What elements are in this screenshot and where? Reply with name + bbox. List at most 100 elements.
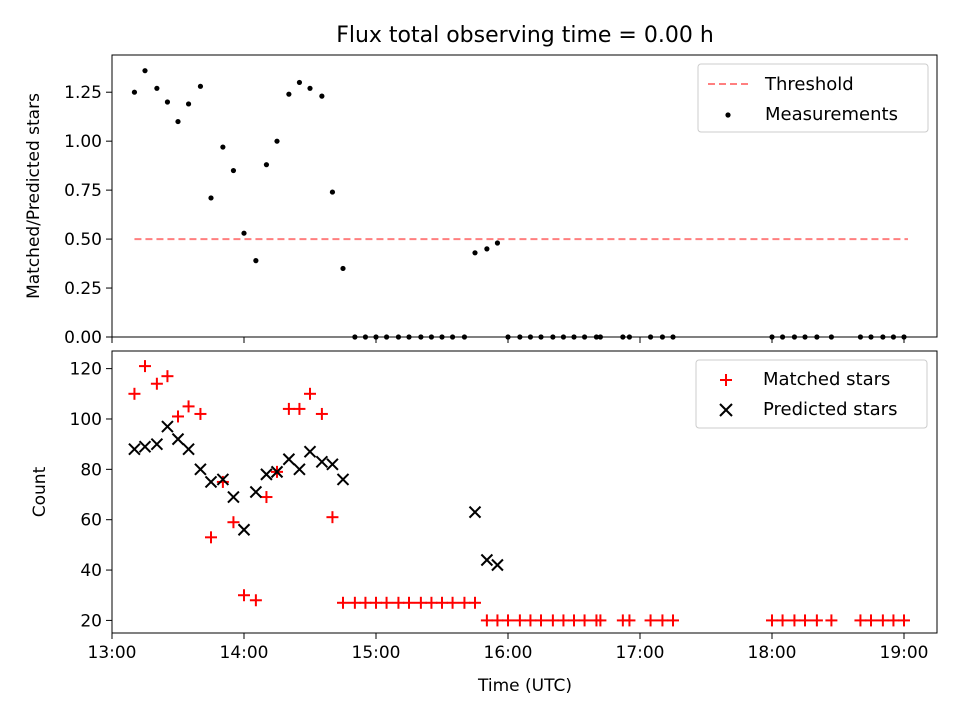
measurement-point: [319, 93, 325, 99]
measurement-point: [208, 195, 214, 201]
measurement-point: [571, 334, 577, 340]
predicted-star-point: [138, 440, 152, 453]
matched-star-point: [348, 596, 361, 609]
bottom-legend: Matched stars Predicted stars: [695, 359, 928, 429]
measurement-point: [296, 79, 303, 86]
matched-star-point: [304, 387, 316, 400]
matched-star-point: [865, 614, 877, 627]
x-tick-label: 16:00: [484, 643, 533, 663]
measurement-point: [241, 230, 247, 236]
matched-star-point: [825, 614, 838, 627]
measurement-point: [175, 118, 181, 125]
measurement-point: [505, 334, 511, 340]
measurement-point: [383, 334, 390, 340]
predicted-star-point: [260, 468, 273, 481]
top-axes-frame: [111, 54, 938, 338]
predicted-star-point: [303, 445, 317, 458]
matched-star-point: [337, 596, 349, 609]
matched-star-point: [150, 377, 163, 390]
matched-star-point: [799, 614, 811, 627]
matched-star-point: [227, 516, 240, 529]
top-axes: 0.00 0.25 0.50 0.75 1.00 1.25 Matched/Predict…: [24, 54, 938, 348]
predicted-star-point: [315, 455, 329, 468]
matched-star-point: [594, 614, 607, 627]
x-axis-label: Time (UTC): [477, 676, 572, 696]
measurement-point: [647, 334, 654, 340]
top-plot-area: [131, 68, 908, 340]
x-tick-label: 13:00: [88, 643, 137, 663]
bottom-y-tick-label: 80: [80, 460, 102, 480]
top-y-tick-label: 0.75: [64, 181, 102, 201]
measurement-point: [286, 91, 292, 97]
matched-star-point: [359, 596, 372, 609]
x-tick-label: 14:00: [220, 643, 269, 663]
legend-measurements-swatch: [725, 112, 731, 118]
measurement-point: [418, 334, 424, 340]
measurement-point: [560, 334, 567, 340]
matched-star-point: [293, 402, 306, 415]
matched-star-point: [656, 614, 669, 627]
measurement-point: [880, 334, 886, 340]
measurement-point: [484, 246, 490, 252]
matched-star-point: [238, 589, 250, 602]
measurement-point: [597, 334, 604, 340]
matched-star-point: [446, 596, 459, 609]
measurement-point: [406, 334, 412, 340]
legend-predicted-label: Predicted stars: [763, 399, 897, 420]
matched-star-point: [172, 410, 184, 423]
predicted-star-point: [161, 420, 174, 433]
chart-title: Flux total observing time = 0.00 h: [336, 23, 714, 48]
measurement-point: [802, 334, 808, 340]
matched-star-point: [380, 596, 393, 609]
legend-matched-label: Matched stars: [763, 369, 890, 390]
measurement-point: [164, 99, 171, 105]
legend-predicted-swatch: [719, 403, 733, 417]
predicted-star-point: [150, 437, 164, 451]
matched-star-point: [535, 614, 547, 627]
measurement-point: [791, 334, 798, 340]
matched-star-point: [249, 594, 262, 607]
matched-star-point: [326, 511, 339, 524]
measurement-point: [428, 334, 435, 340]
matched-star-point: [458, 596, 471, 609]
measurement-point: [352, 334, 358, 340]
predicted-star-point: [326, 458, 339, 471]
matched-star-point: [194, 407, 207, 420]
predicted-star-point: [171, 432, 185, 446]
measurement-point: [550, 334, 556, 340]
measurement-point: [659, 334, 666, 340]
measurement-point: [626, 334, 633, 340]
legend-threshold-label: Threshold: [764, 74, 854, 95]
bottom-legend-box: [695, 359, 928, 429]
measurement-point: [857, 334, 864, 340]
measurement-point: [362, 334, 369, 340]
matched-star-point: [546, 614, 559, 627]
bottom-y-tick-label: 100: [70, 410, 102, 430]
bottom-plot-area: [128, 360, 910, 627]
measurement-point: [373, 334, 379, 340]
measurement-point: [230, 167, 237, 174]
matched-star-point: [282, 402, 295, 415]
matched-star-point: [260, 491, 273, 504]
measurement-point: [439, 334, 445, 340]
matched-star-point: [876, 614, 889, 627]
measurement-point: [494, 240, 501, 246]
top-y-tick-label: 0.25: [64, 279, 102, 299]
measurement-point: [197, 83, 204, 89]
measurement-point: [890, 334, 897, 340]
matched-star-point: [128, 387, 141, 400]
predicted-star-point: [282, 453, 296, 466]
matched-star-point: [315, 407, 328, 420]
matched-star-point: [403, 596, 415, 609]
matched-star-point: [513, 614, 526, 627]
top-y-tick-label: 0.00: [64, 328, 102, 348]
measurement-point: [620, 334, 626, 340]
predicted-star-point: [468, 505, 482, 519]
matched-star-point: [469, 596, 481, 609]
matched-star-point: [776, 614, 789, 627]
matched-star-point: [578, 614, 591, 627]
top-legend-box: [697, 63, 929, 133]
measurement-point: [131, 89, 138, 95]
predicted-star-point: [237, 523, 251, 536]
